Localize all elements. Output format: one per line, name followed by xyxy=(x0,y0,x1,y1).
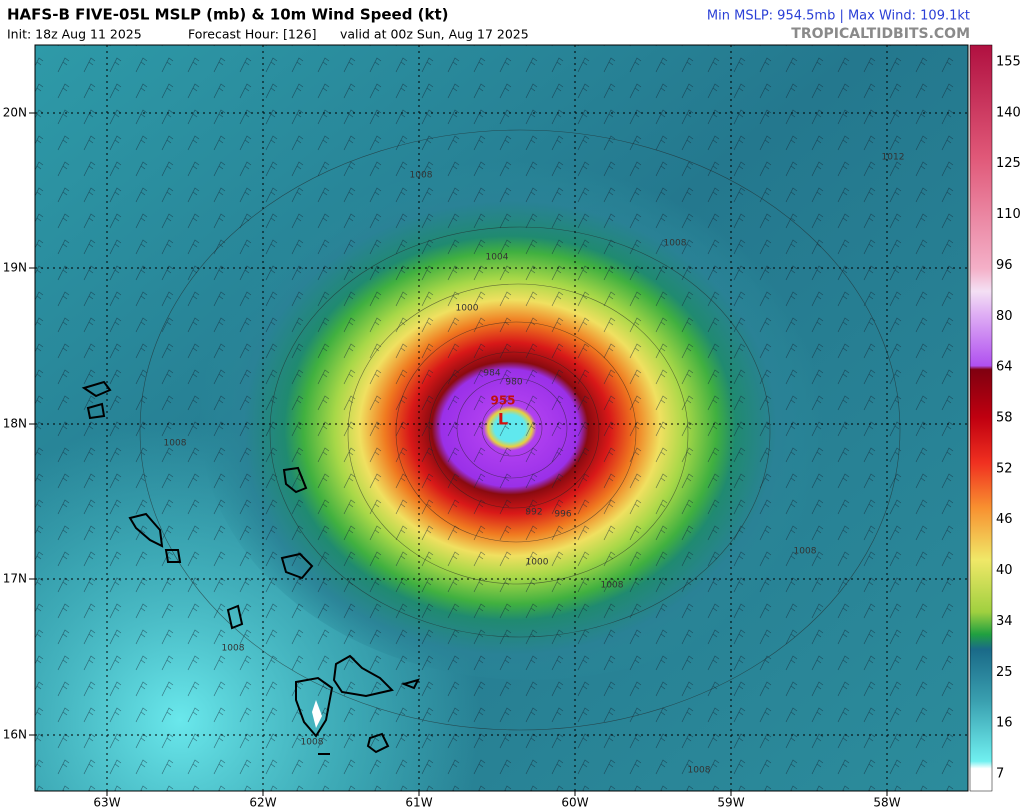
wind-barbs xyxy=(35,45,968,791)
contour-labels: 1008 1004 1000 984 980 992 996 1000 1008 1008 1008… xyxy=(164,153,905,776)
isobar-label: 1008 xyxy=(164,439,187,449)
isobar-label: 1008 xyxy=(688,766,711,776)
lon-label: 63W xyxy=(93,796,120,810)
lon-label: 58W xyxy=(873,796,900,810)
lon-label: 60W xyxy=(561,796,588,810)
colorbar-label: 125 xyxy=(996,156,1021,171)
isobar-label: 1000 xyxy=(456,304,479,314)
lat-label: 17N xyxy=(3,572,27,586)
storm-stats: Min MSLP: 954.5mb | Max Wind: 109.1kt xyxy=(707,9,970,24)
colorbar-label: 40 xyxy=(996,563,1013,578)
isobar-label: 1008 xyxy=(301,738,324,748)
lat-label: 20N xyxy=(3,106,27,120)
isobar-label: 1012 xyxy=(882,153,905,163)
title: HAFS-B FIVE-05L MSLP (mb) & 10m Wind Spe… xyxy=(7,6,449,24)
colorbar-label: 52 xyxy=(996,461,1013,476)
lon-label: 59W xyxy=(717,796,744,810)
colorbar-label: 64 xyxy=(996,360,1013,375)
map-frame xyxy=(34,44,969,792)
lat-label: 16N xyxy=(3,728,27,742)
colorbar-label: 16 xyxy=(996,716,1013,731)
isobar-label: 1000 xyxy=(526,558,549,568)
low-center-marker: L xyxy=(498,410,508,429)
isobar-label: 996 xyxy=(554,510,571,520)
isobar-label: 992 xyxy=(525,508,542,518)
isobar-label: 1008 xyxy=(794,547,817,557)
axis-labels: 20N 19N 18N 17N 16N 63W 62W 61W 60W 59W 58W xyxy=(3,106,901,810)
colorbar-labels: 155 140 125 110 96 80 64 58 52 46 40 34 25 16 7 xyxy=(996,55,1021,782)
colorbar-label: 58 xyxy=(996,411,1013,426)
lat-lon-grid xyxy=(35,45,968,791)
source: TROPICALTIDBITS.COM xyxy=(791,26,970,42)
lat-label: 18N xyxy=(3,417,27,431)
calm-spot xyxy=(312,700,322,728)
lon-label: 61W xyxy=(405,796,432,810)
coastlines xyxy=(81,380,420,755)
isobar-label: 1008 xyxy=(222,644,245,654)
colorbar-label: 25 xyxy=(996,665,1013,680)
lat-label: 19N xyxy=(3,261,27,275)
colorbar-label: 140 xyxy=(996,105,1021,120)
colorbar-label: 34 xyxy=(996,614,1013,629)
init-time: Init: 18z Aug 11 2025 xyxy=(7,27,142,42)
isobar-label: 1008 xyxy=(664,239,687,249)
forecast-hour: Forecast Hour: [126] xyxy=(188,27,317,42)
colorbar-label: 96 xyxy=(996,258,1013,273)
isobar-label: 1008 xyxy=(410,171,433,181)
colorbar-label: 110 xyxy=(996,207,1021,222)
isobar-label: 980 xyxy=(505,378,522,388)
valid-time: valid at 00z Sun, Aug 17 2025 xyxy=(340,27,529,42)
colorbar-label: 80 xyxy=(996,309,1013,324)
colorbar-label: 7 xyxy=(996,767,1004,782)
isobar-label: 984 xyxy=(483,369,500,379)
map-area: 1008 1004 1000 984 980 992 996 1000 1008 1008 1008… xyxy=(35,45,968,791)
isobar-label: 1004 xyxy=(486,253,509,263)
colorbar xyxy=(969,44,993,792)
lon-label: 62W xyxy=(249,796,276,810)
colorbar-label: 46 xyxy=(996,512,1013,527)
isobar-label: 1008 xyxy=(601,581,624,591)
isobars xyxy=(139,129,901,731)
colorbar-label: 155 xyxy=(996,55,1021,70)
center-pressure: 955 xyxy=(490,394,515,408)
